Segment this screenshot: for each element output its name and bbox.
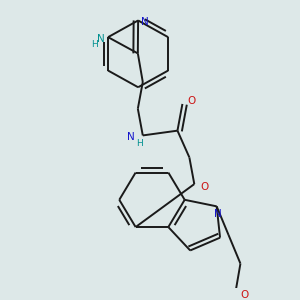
Text: N: N: [97, 34, 105, 44]
Text: N: N: [141, 17, 149, 27]
Text: H: H: [91, 40, 98, 49]
Text: N: N: [214, 209, 221, 219]
Text: O: O: [200, 182, 208, 192]
Text: O: O: [240, 290, 248, 300]
Text: O: O: [187, 96, 196, 106]
Text: N: N: [127, 132, 135, 142]
Text: H: H: [136, 139, 143, 148]
